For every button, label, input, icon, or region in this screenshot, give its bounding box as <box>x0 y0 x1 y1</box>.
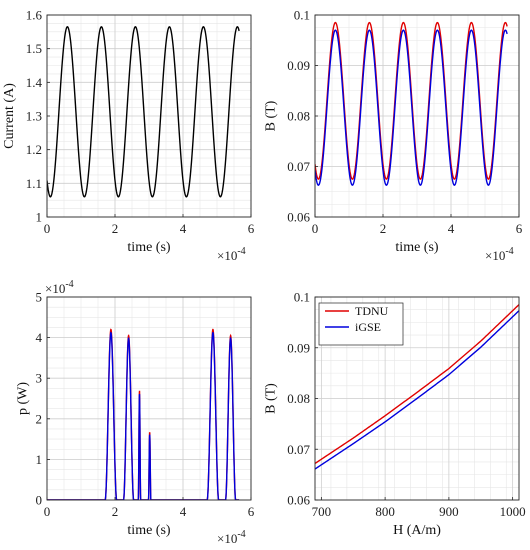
y-tick-label: 1 <box>36 210 43 225</box>
panel-current: 0 2 4 6 1 1.1 1.2 1.3 1.4 1.5 1.6 time (s) Current (… <box>2 8 255 264</box>
x-tick-label: 4 <box>180 221 187 236</box>
x-tick-label: 2 <box>112 504 119 519</box>
y-tick-label: 1.6 <box>26 8 43 23</box>
y-axis-label: B (T) <box>264 383 279 414</box>
panel-flux: 0 2 4 6 0.06 0.07 0.08 0.09 0.1 time (s) B (T) ×10-… <box>264 8 523 264</box>
y-tick-label: 4 <box>36 330 43 345</box>
series-line-tdnu <box>315 304 519 465</box>
series-line-0 <box>47 25 240 198</box>
y-tick-label: 2 <box>36 411 43 426</box>
legend-label: TDNU <box>355 304 389 318</box>
y-tick-label: 0.1 <box>294 290 310 305</box>
y-tick-label: 0.07 <box>287 442 310 457</box>
y-tick-label: 0.09 <box>287 58 310 73</box>
y-tick-label: 1.5 <box>26 41 42 56</box>
x-exponent-label: ×10-4 <box>217 246 246 263</box>
x-axis-label: time (s) <box>127 240 170 255</box>
y-tick-label: 1.3 <box>26 109 42 124</box>
y-tick-label: 0.08 <box>287 391 310 406</box>
y-axis-label: p (W) <box>15 382 30 415</box>
y-axis-label: B (T) <box>264 100 279 131</box>
y-tick-label: 0.06 <box>287 493 310 508</box>
legend-label: iGSE <box>355 320 381 334</box>
legend: TDNU iGSE <box>318 302 404 346</box>
x-tick-label: 0 <box>44 504 51 519</box>
panel-bh: 700 800 900 1000 0.06 0.07 0.08 0.09 0.1 H (A/m) B… <box>264 290 526 539</box>
x-tick-label: 6 <box>248 504 255 519</box>
y-tick-label: 1.4 <box>26 75 43 90</box>
x-tick-label: 2 <box>380 221 387 236</box>
x-tick-label: 800 <box>375 504 395 519</box>
y-tick-label: 0.09 <box>287 340 310 355</box>
x-tick-label: 6 <box>248 221 255 236</box>
x-exponent-label: ×10-4 <box>217 529 246 546</box>
y-tick-label: 1 <box>36 452 43 467</box>
x-tick-label: 2 <box>112 221 119 236</box>
y-tick-label: 3 <box>36 371 43 386</box>
x-tick-label: 700 <box>312 504 332 519</box>
x-tick-label: 0 <box>44 221 51 236</box>
x-exponent-label: ×10-4 <box>485 246 514 263</box>
legend-box <box>318 302 404 346</box>
x-tick-label: 4 <box>180 504 187 519</box>
x-axis-label: time (s) <box>395 240 438 255</box>
x-axis-label: H (A/m) <box>393 523 441 538</box>
y-tick-label: 0.1 <box>294 8 310 23</box>
y-tick-label: 0 <box>36 493 43 508</box>
y-tick-label: 0.07 <box>287 159 310 174</box>
y-tick-label: 5 <box>36 290 43 305</box>
x-axis-label: time (s) <box>127 523 170 538</box>
y-tick-label: 1.1 <box>26 176 42 191</box>
x-tick-label: 1000 <box>500 504 526 519</box>
x-tick-label: 4 <box>448 221 455 236</box>
axes-frame <box>46 296 252 501</box>
x-tick-label: 900 <box>439 504 459 519</box>
y-tick-label: 0.06 <box>287 210 310 225</box>
panel-power: 0 2 4 6 0 1 2 3 4 5 time (s) p (W) ×10-4 ×10-4 <box>15 279 254 546</box>
y-axis-label: Current (A) <box>2 83 17 149</box>
x-tick-label: 6 <box>516 221 523 236</box>
y-tick-label: 0.08 <box>287 109 310 124</box>
series-line-1 <box>315 29 508 186</box>
y-tick-label: 1.2 <box>26 142 42 157</box>
series-line-igse <box>315 310 519 470</box>
x-tick-label: 0 <box>312 221 319 236</box>
y-exponent-label: ×10-4 <box>45 279 74 296</box>
